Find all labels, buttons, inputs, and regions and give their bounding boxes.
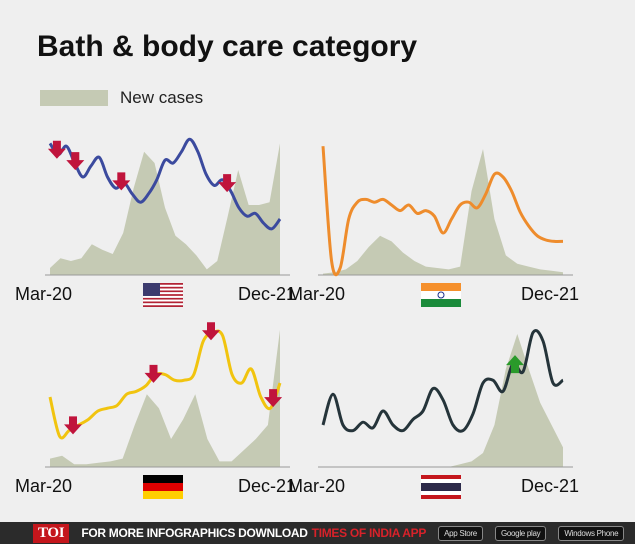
- panel-germany: Mar-20 Dec-21: [15, 322, 296, 499]
- thailand-flag-icon: [421, 475, 461, 499]
- arrow-down-icon: [66, 152, 85, 171]
- germany-flag-icon: [143, 475, 183, 499]
- panel-india: Mar-20 Dec-21: [288, 146, 579, 307]
- arrow-down-icon: [47, 140, 66, 159]
- app-store-badge[interactable]: App Store: [438, 525, 483, 541]
- x-tick-start: Mar-20: [288, 476, 345, 496]
- arrow-down-icon: [202, 322, 220, 341]
- india-flag-icon: [421, 283, 461, 307]
- cases-area: [50, 143, 280, 275]
- panel-thailand: Mar-20 Dec-21: [288, 329, 579, 499]
- x-tick-end: Dec-21: [238, 284, 296, 304]
- sales-line: [48, 137, 282, 231]
- footer-text: FOR MORE INFOGRAPHICS DOWNLOAD: [81, 526, 308, 540]
- panel-usa: Mar-20 Dec-21: [15, 137, 296, 307]
- x-tick-end: Dec-21: [238, 476, 296, 496]
- cases-area: [323, 334, 563, 467]
- footer-banner: TOI FOR MORE INFOGRAPHICS DOWNLOAD TIMES…: [0, 522, 635, 544]
- arrow-down-icon: [144, 364, 163, 383]
- arrow-down-icon: [264, 389, 283, 408]
- chart-title: Bath & body care category: [37, 30, 418, 63]
- x-tick-start: Mar-20: [15, 476, 72, 496]
- arrow-down-icon: [64, 416, 82, 435]
- legend: New cases: [40, 88, 203, 108]
- usa-flag-icon: [143, 283, 183, 307]
- arrow-up-icon: [506, 355, 524, 374]
- google-play-badge[interactable]: Google play: [494, 525, 547, 541]
- sales-line: [48, 329, 282, 440]
- x-tick-end: Dec-21: [521, 284, 579, 304]
- arrow-down-icon: [112, 172, 131, 191]
- x-tick-start: Mar-20: [288, 284, 345, 304]
- footer-app-text: TIMES OF INDIA APP: [311, 526, 427, 540]
- cases-area: [50, 329, 280, 467]
- legend-label: New cases: [120, 88, 204, 107]
- windows-phone-badge[interactable]: Windows Phone: [558, 525, 625, 541]
- sales-line: [321, 329, 564, 433]
- legend-swatch: [40, 90, 108, 106]
- toi-logo: TOI: [33, 523, 70, 543]
- x-tick-start: Mar-20: [15, 284, 72, 304]
- cases-area: [323, 149, 563, 275]
- arrow-down-icon: [218, 174, 237, 193]
- sales-line: [321, 146, 564, 277]
- x-tick-end: Dec-21: [521, 476, 579, 496]
